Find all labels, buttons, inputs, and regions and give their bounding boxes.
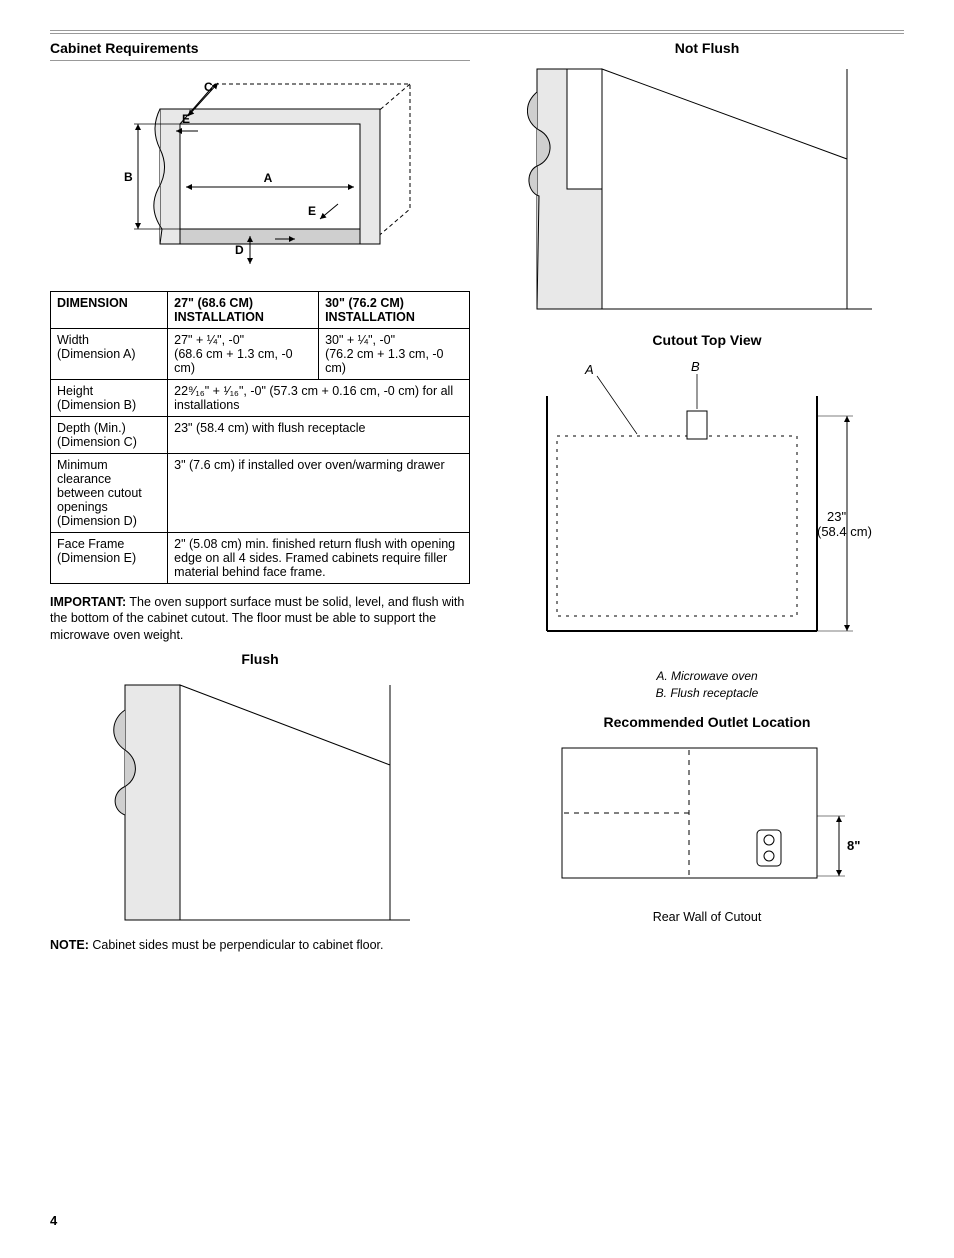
note-paragraph: NOTE: Cabinet sides must be perpendicula…: [50, 937, 470, 953]
svg-text:D: D: [235, 243, 244, 257]
cutout-top-view-diagram: A B 23" (58.4 cm): [527, 356, 887, 656]
dim-th-dimension: DIMENSION: [51, 292, 168, 329]
svg-text:E: E: [182, 112, 190, 126]
dim-row-width-30: 30" + ¼", -0" (76.2 cm + 1.3 cm, -0 cm): [319, 329, 470, 380]
dim-row-depth-label: Depth (Min.) (Dimension C): [51, 417, 168, 454]
dim-row-depth-val: 23" (58.4 cm) with flush receptacle: [168, 417, 470, 454]
dim-row-height-label: Height (Dimension B): [51, 380, 168, 417]
svg-text:E: E: [308, 204, 316, 218]
outlet-location-heading: Recommended Outlet Location: [510, 714, 904, 730]
dim-th-30: 30" (76.2 CM) INSTALLATION: [319, 292, 470, 329]
dim-row-clearance-label: Minimum clearance between cutout opening…: [51, 454, 168, 533]
not-flush-diagram: [527, 64, 887, 314]
svg-text:C: C: [204, 80, 213, 94]
cutout-legend-a: A. Microwave oven: [656, 669, 757, 683]
page-rule-top1: [50, 30, 904, 31]
outlet-diagram: 8": [547, 738, 867, 898]
important-paragraph: IMPORTANT: The oven support surface must…: [50, 594, 470, 643]
svg-text:B: B: [691, 359, 700, 374]
cabinet-requirements-heading: Cabinet Requirements: [50, 40, 470, 56]
outlet-dim: 8": [847, 838, 860, 853]
cutout-legend: A. Microwave oven B. Flush receptacle: [510, 668, 904, 702]
dim-row-height-val: 22⁹⁄₁₆" + ¹⁄₁₆", -0" (57.3 cm + 0.16 cm,…: [168, 380, 470, 417]
page-number: 4: [50, 1213, 470, 1228]
dim-th-27: 27" (68.6 CM) INSTALLATION: [168, 292, 319, 329]
svg-text:B: B: [124, 170, 133, 184]
not-flush-heading: Not Flush: [510, 40, 904, 56]
flush-diagram: [90, 675, 430, 925]
dimension-table: DIMENSION 27" (68.6 CM) INSTALLATION 30"…: [50, 291, 470, 584]
page-rule-top2: [50, 33, 904, 34]
cutout-legend-b: B. Flush receptacle: [656, 686, 759, 700]
important-label: IMPORTANT:: [50, 595, 126, 609]
cabinet-cutout-diagram: C B A E E D: [90, 69, 430, 279]
dim-row-faceframe-label: Face Frame (Dimension E): [51, 533, 168, 584]
section-rule: [50, 60, 470, 61]
cutout-top-view-heading: Cutout Top View: [510, 332, 904, 348]
note-label: NOTE:: [50, 938, 89, 952]
note-text: Cabinet sides must be perpendicular to c…: [89, 938, 384, 952]
dim-row-width-27: 27" + ¼", -0" (68.6 cm + 1.3 cm, -0 cm): [168, 329, 319, 380]
cutout-depth-cm: (58.4 cm): [817, 524, 872, 539]
svg-text:A: A: [584, 362, 594, 377]
cutout-depth-value: 23": [827, 509, 846, 524]
dim-row-width-label: Width (Dimension A): [51, 329, 168, 380]
flush-heading: Flush: [50, 651, 470, 667]
dim-row-faceframe-val: 2" (5.08 cm) min. finished return flush …: [168, 533, 470, 584]
outlet-caption: Rear Wall of Cutout: [510, 910, 904, 924]
dim-row-clearance-val: 3" (7.6 cm) if installed over oven/warmi…: [168, 454, 470, 533]
svg-text:A: A: [264, 171, 273, 185]
